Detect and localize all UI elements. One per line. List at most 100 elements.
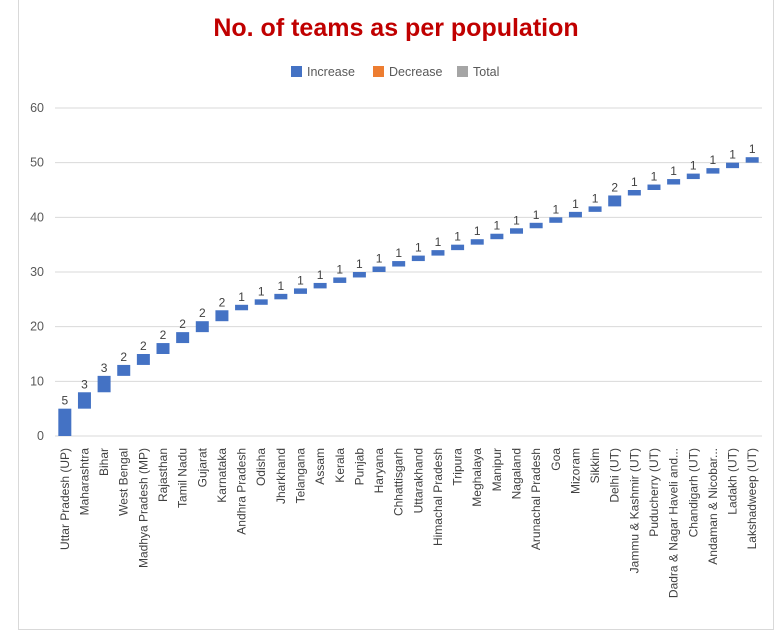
bar-25 [549,217,563,223]
data-label: 1 [278,279,285,293]
bar-6 [176,332,190,344]
category-label: Odisha [254,448,268,486]
bar-23 [510,228,524,234]
data-label: 1 [454,230,461,244]
data-label: 1 [356,257,363,271]
legend-swatch-increase [291,66,302,77]
legend-label-decrease: Decrease [389,65,443,79]
data-label: 1 [749,142,756,156]
category-label: Mizoram [568,448,582,494]
bar-33 [706,168,720,174]
bar-15 [352,272,366,278]
bar-31 [667,179,681,185]
bar-35 [745,157,759,163]
data-label: 1 [297,273,304,287]
data-label: 2 [179,317,186,331]
bar-11 [274,293,288,300]
chart-frame [18,0,774,630]
data-label: 2 [140,339,147,353]
legend-label-total: Total [473,65,499,79]
data-label: 1 [651,170,658,184]
data-label: 1 [494,219,501,233]
category-label: Nagaland [510,448,524,499]
bar-14 [333,277,347,283]
bar-24 [529,222,543,229]
legend-swatch-total [457,66,468,77]
legend: Increase Decrease Total [291,65,499,79]
gridlines: 0 10 20 30 40 50 60 [30,101,762,443]
bar-16 [372,266,386,272]
bar-32 [686,173,700,180]
category-label: Tripura [451,448,465,486]
bar-5 [156,343,170,354]
legend-label-increase: Increase [307,65,355,79]
data-label: 1 [415,241,422,255]
bar-9 [235,304,249,311]
category-label: Assam [313,448,327,485]
y-tick-label: 0 [37,429,44,443]
data-label: 1 [435,235,442,249]
bar-4 [136,354,150,365]
category-labels: Uttar Pradesh (UP) Maharashtra Bihar West B… [58,447,759,598]
data-label: 2 [160,328,167,342]
category-label: Gujarat [195,447,209,487]
data-label: 1 [670,164,677,178]
category-label: Delhi (UT) [608,448,622,503]
chart-title: No. of teams as per population [213,14,578,42]
category-label: Jammu & Kashmir (UT) [627,448,641,573]
legend-swatch-decrease [373,66,384,77]
category-label: Maharashtra [77,448,91,516]
category-label: Goa [549,448,563,471]
bar-21 [470,239,484,245]
bar-19 [431,250,445,256]
data-label: 5 [61,394,68,408]
bar-0 [58,408,72,436]
data-label: 1 [729,148,736,162]
bar-27 [588,206,602,212]
category-label: Punjab [352,448,366,486]
data-label: 1 [552,202,559,216]
y-tick-label: 50 [30,156,44,170]
category-label: Uttar Pradesh (UP) [58,448,72,550]
data-label: 2 [219,295,226,309]
category-label: Haryana [372,448,386,494]
bar-29 [627,190,641,196]
data-label: 1 [317,268,324,282]
data-label: 1 [631,175,638,189]
category-label: Telangana [293,448,307,504]
category-label: Karnataka [215,448,229,503]
category-label: Andaman & Nicobar... [706,448,720,565]
y-tick-label: 30 [30,265,44,279]
data-label: 1 [474,224,481,238]
bar-2 [97,375,111,393]
bar-12 [293,288,307,294]
category-label: Lakshadweep (UT) [745,448,759,549]
bar-3 [117,364,131,376]
data-label: 1 [376,252,383,266]
bar-7 [195,321,209,333]
data-label: 1 [395,246,402,260]
data-label: 1 [592,191,599,205]
category-label: Tamil Nadu [176,448,190,508]
bar-26 [568,211,582,218]
data-label: 1 [336,262,343,276]
category-label: Kerala [333,448,347,483]
bar-30 [647,184,661,190]
bar-28 [608,195,622,207]
category-label: Chhattisgarh [392,448,406,516]
category-label: Chandigarh (UT) [686,448,700,537]
category-label: Bihar [97,448,111,476]
y-tick-label: 40 [30,210,44,224]
y-tick-label: 20 [30,320,44,334]
category-label: Andhra Pradesh [235,448,249,535]
category-label: West Bengal [117,448,131,516]
bar-1 [77,392,91,409]
data-label: 2 [611,180,618,194]
data-label: 1 [690,159,697,173]
data-label: 3 [101,361,108,375]
category-label: Manipur [490,448,504,491]
data-label: 1 [238,290,245,304]
bar-34 [726,162,740,169]
